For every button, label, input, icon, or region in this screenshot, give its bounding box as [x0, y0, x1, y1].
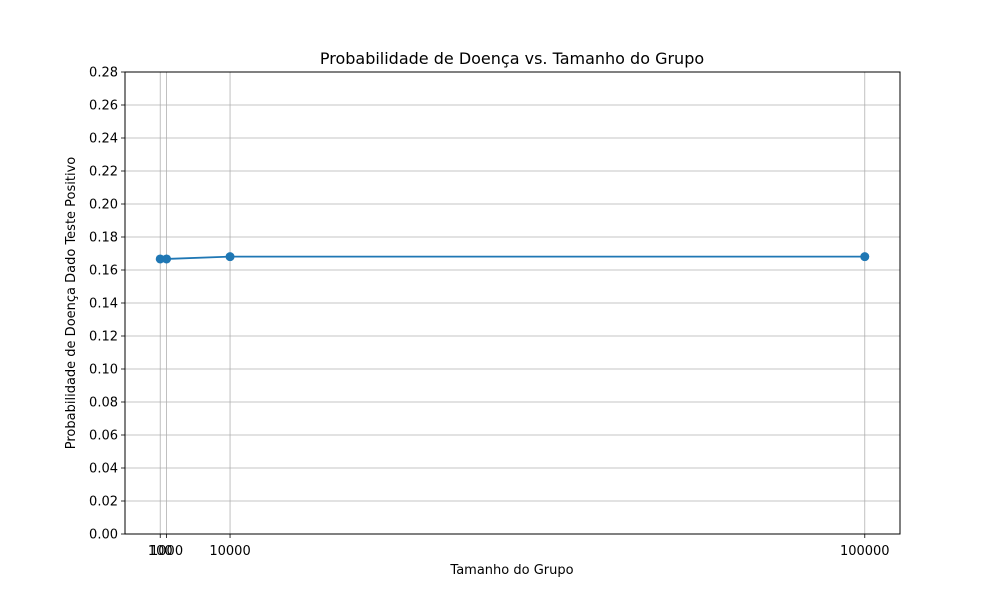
series-layer — [155, 252, 870, 264]
data-point — [162, 254, 172, 264]
x-tick-label: 1000 — [150, 544, 183, 559]
y-tick-label: 0.24 — [89, 132, 118, 147]
x-tick-label: 10000 — [209, 544, 250, 559]
chart-title: Probabilidade de Doença vs. Tamanho do G… — [320, 49, 704, 68]
y-tick-label: 0.26 — [89, 99, 118, 114]
data-point — [860, 252, 870, 262]
y-tick-label: 0.08 — [89, 396, 118, 411]
x-tick-label: 100000 — [840, 544, 890, 559]
y-tick-label: 0.06 — [89, 429, 118, 444]
data-point — [155, 254, 165, 264]
x-axis-label: Tamanho do Grupo — [449, 563, 573, 578]
y-tick-label: 0.18 — [89, 231, 118, 246]
y-tick-label: 0.04 — [89, 462, 118, 477]
y-tick-label: 0.12 — [89, 330, 118, 345]
y-tick-label: 0.14 — [89, 297, 118, 312]
x-tick-label: 100 — [148, 544, 173, 559]
y-axis: 0.00 0.02 0.04 0.06 0.08 0.10 0.12 0.14 0.16 0.18… — [89, 66, 125, 543]
data-point — [225, 252, 235, 262]
y-tick-label: 0.28 — [89, 66, 118, 81]
y-tick-label: 0.20 — [89, 198, 118, 213]
y-tick-label: 0.10 — [89, 363, 118, 378]
y-tick-label: 0.22 — [89, 165, 118, 180]
grid — [125, 71, 900, 535]
y-tick-label: 0.16 — [89, 264, 118, 279]
y-tick-label: 0.02 — [89, 495, 118, 510]
y-axis-label: Probabilidade de Doença Dado Teste Posit… — [64, 157, 79, 450]
y-tick-label: 0.00 — [89, 528, 118, 543]
